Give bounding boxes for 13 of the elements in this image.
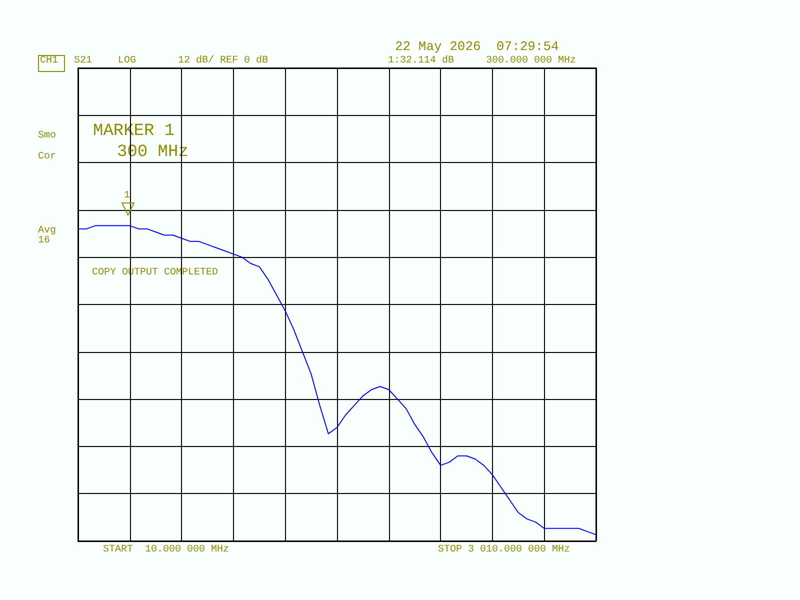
text: 300.000 000 MHz — [486, 56, 576, 66]
text: Cor — [38, 152, 56, 162]
text: 1:32.114 dB — [388, 54, 454, 66]
text: START 10.000 000 MHz — [103, 544, 230, 556]
text: 1 — [124, 190, 130, 202]
text: CH1 — [40, 56, 58, 66]
text: LOG — [118, 56, 136, 66]
text: STOP 3 010.000 000 MHz — [438, 544, 570, 556]
text: S21 — [74, 56, 92, 66]
text: 12 dB/ REF 0 dB — [178, 54, 268, 66]
text: Smo — [38, 130, 56, 142]
text: Avg 16 — [38, 226, 56, 246]
text: 22 May 2026 07:29:54 — [395, 39, 560, 54]
